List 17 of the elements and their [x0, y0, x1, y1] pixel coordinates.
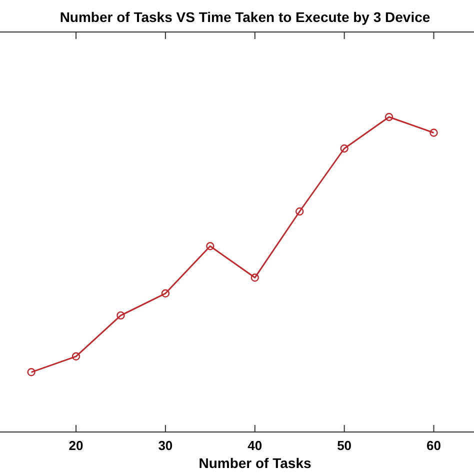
point	[116, 311, 125, 320]
x-tick-label: 60	[426, 438, 441, 453]
point	[384, 112, 394, 122]
point	[296, 207, 304, 216]
x-tick-label: 30	[158, 438, 173, 453]
chart-title: Number of Tasks VS Time Taken to Execute by 3 Device	[60, 9, 430, 25]
point	[27, 368, 36, 376]
point	[340, 144, 348, 153]
point	[161, 289, 170, 298]
x-tick-label: 40	[248, 438, 262, 453]
point	[430, 128, 438, 137]
x-tick-label: 50	[337, 438, 352, 453]
point	[250, 274, 259, 282]
x-axis-title: Number of Tasks	[198, 455, 312, 471]
point	[206, 242, 214, 250]
x-tick-label: 20	[68, 438, 84, 453]
point	[72, 352, 80, 360]
